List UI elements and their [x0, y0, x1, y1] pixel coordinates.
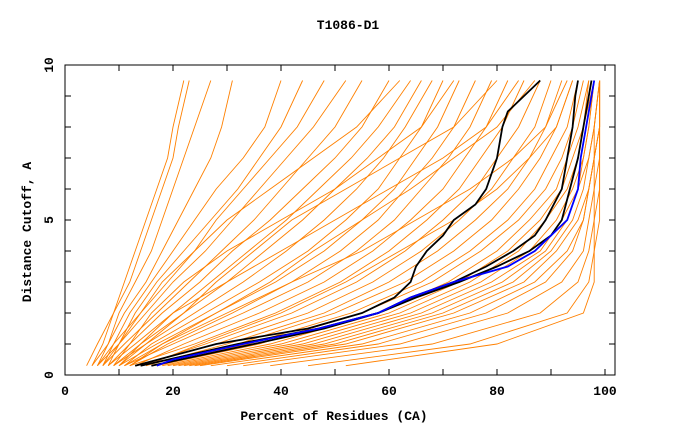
model-curve-0: [86, 80, 185, 366]
model-curve-42: [145, 80, 574, 367]
highlight-curve-0: [134, 79, 541, 367]
model-curve-30: [194, 80, 601, 367]
model-curve-9: [107, 80, 411, 367]
model-curve-3: [91, 80, 233, 366]
y-tick-label: 5: [42, 216, 57, 224]
model-curve-41: [113, 80, 519, 367]
model-curve-4: [102, 80, 282, 366]
model-curve-11: [113, 80, 433, 367]
model-curve-40: [129, 80, 536, 367]
highlight-curve-2: [151, 80, 593, 367]
model-curve-18: [140, 80, 541, 367]
model-curve-19: [135, 80, 552, 367]
y-tick-label: 10: [42, 57, 57, 73]
model-curve-2: [96, 80, 212, 366]
y-axis-label: Distance Cutoff, A: [20, 162, 35, 303]
model-curve-44: [102, 80, 401, 366]
model-curve-1: [91, 80, 190, 366]
model-curve-14: [129, 80, 476, 367]
chart-title: T1086-D1: [317, 18, 380, 33]
curves-layer: [86, 79, 601, 367]
x-tick-label: 20: [165, 384, 181, 399]
model-curve-45: [97, 80, 304, 367]
model-curve-37: [345, 80, 601, 367]
model-curve-10: [118, 80, 422, 367]
model-curve-6: [107, 80, 347, 366]
axes-layer: 0 20 40 60 80 100 0 5 10: [42, 57, 617, 399]
highlight-curve-3: [156, 80, 596, 367]
x-axis-label: Percent of Residues (CA): [240, 409, 427, 424]
model-curve-31: [199, 80, 601, 367]
model-curve-39: [118, 80, 498, 367]
x-tick-label: 40: [273, 384, 289, 399]
model-curve-43: [124, 80, 568, 367]
x-tick-label: 100: [593, 384, 617, 399]
plot-frame: [64, 64, 616, 376]
x-tick-label: 80: [489, 384, 505, 399]
model-curve-8: [113, 80, 390, 366]
model-curve-12: [124, 80, 444, 367]
y-tick-label: 0: [42, 371, 57, 379]
model-curve-21: [140, 80, 574, 367]
model-curve-15: [124, 80, 493, 367]
model-curve-32: [210, 80, 601, 367]
model-curve-7: [102, 80, 363, 367]
model-curve-38: [107, 80, 455, 367]
model-curve-20: [145, 80, 563, 367]
model-curve-34: [243, 80, 601, 367]
model-curve-25: [167, 80, 590, 367]
model-curve-17: [129, 80, 525, 367]
x-tick-label: 60: [381, 384, 397, 399]
x-tick-label: 0: [61, 384, 69, 399]
model-curve-28: [183, 80, 595, 367]
model-curve-22: [151, 80, 579, 367]
